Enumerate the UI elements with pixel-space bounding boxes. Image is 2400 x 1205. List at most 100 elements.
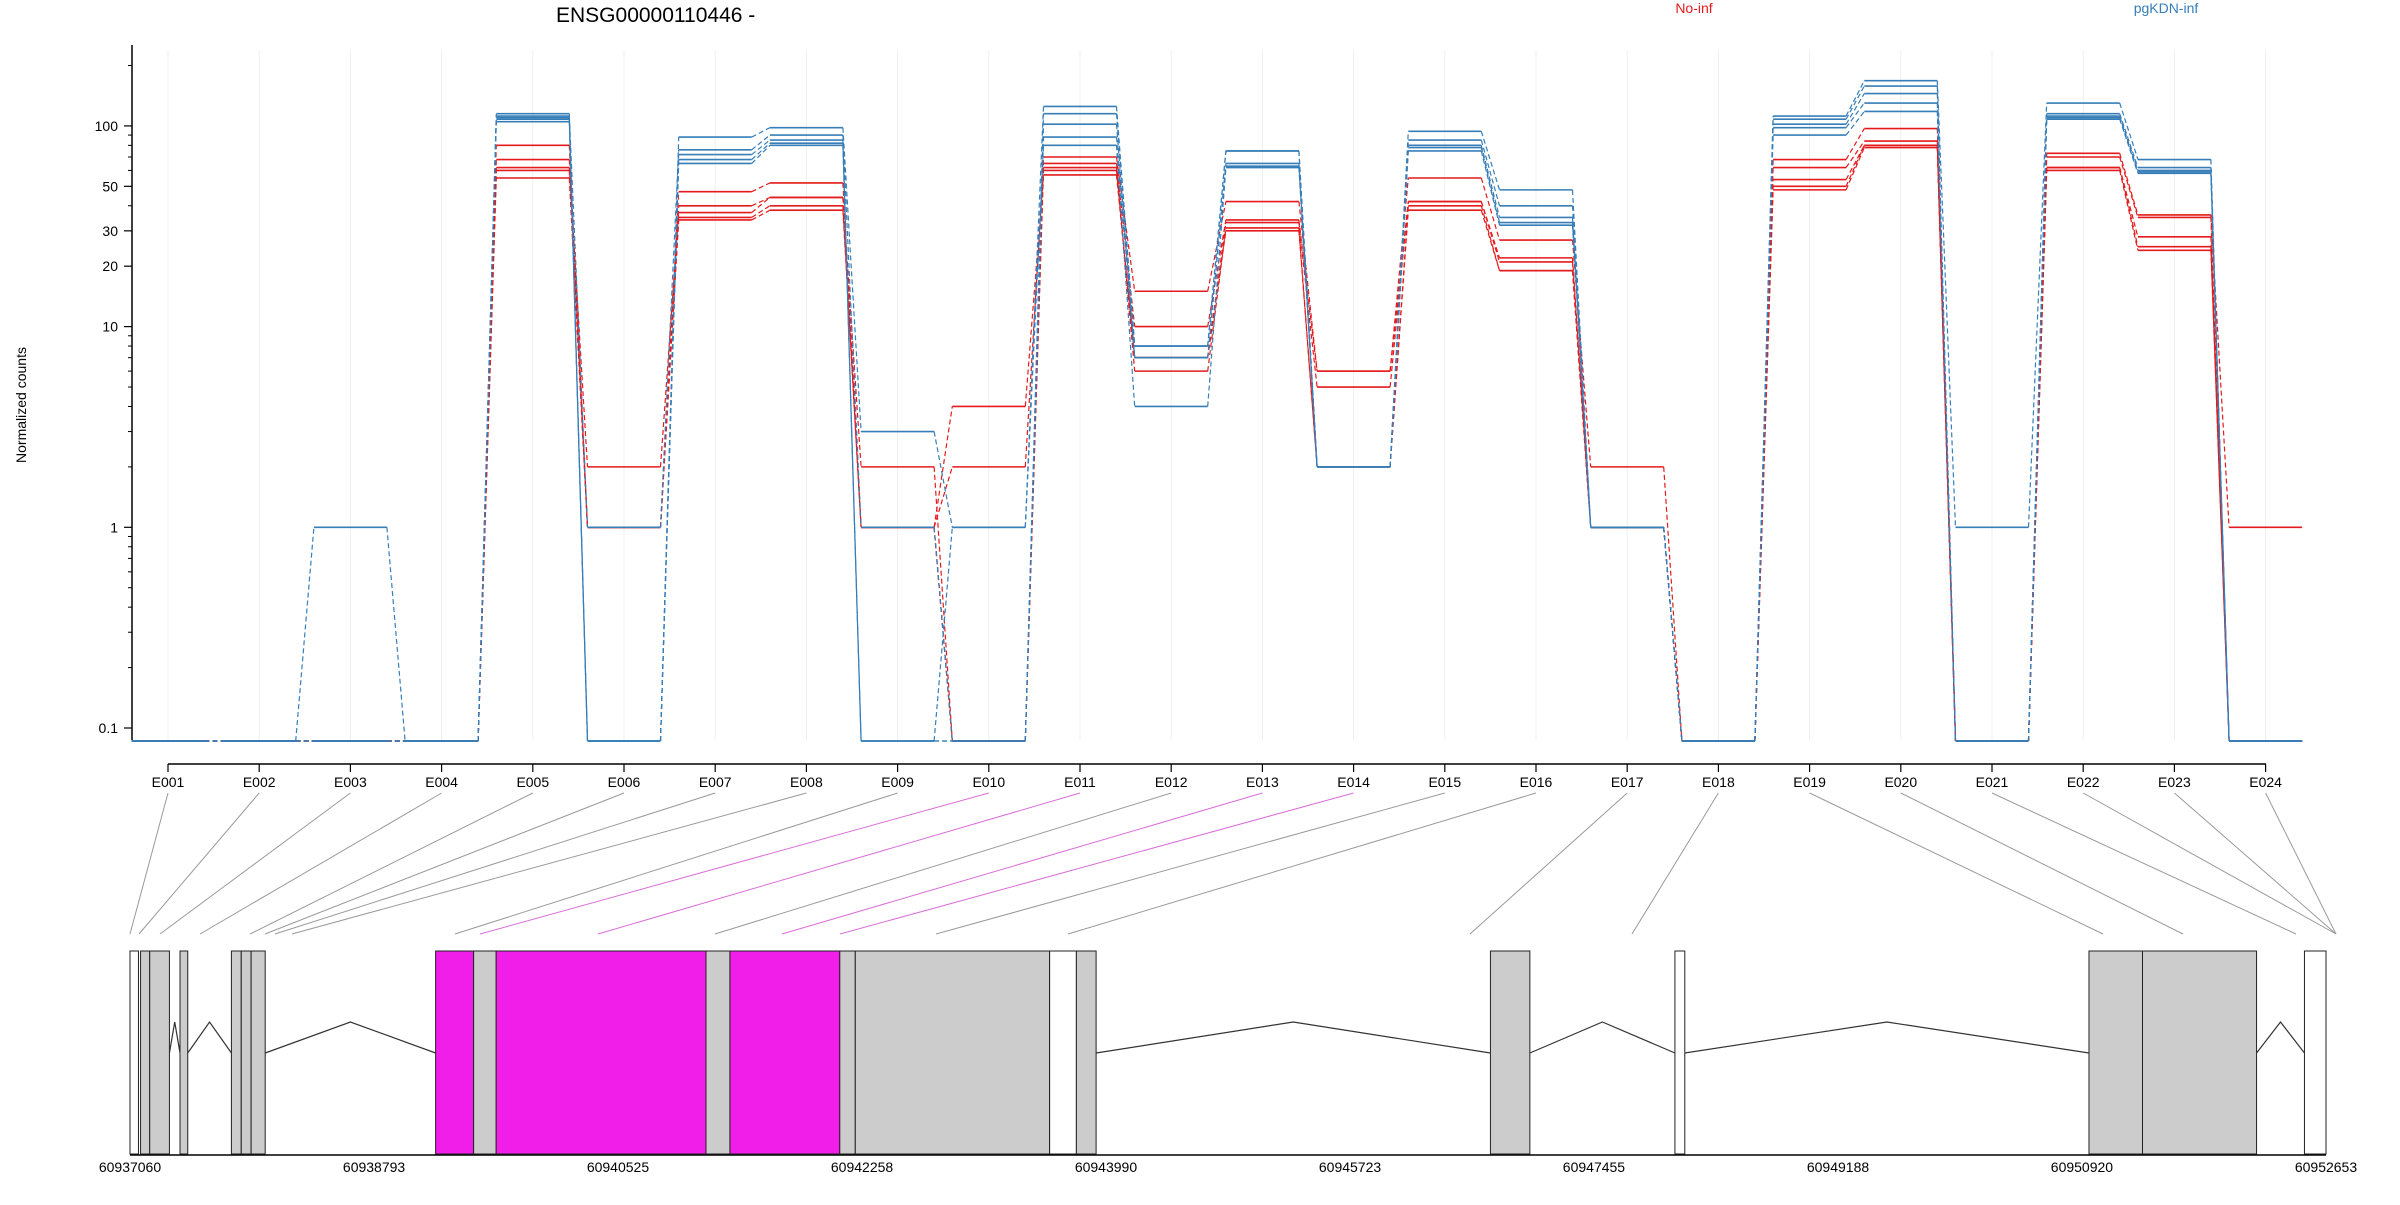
- series-connector: [1115, 156, 1136, 292]
- exon-connector: [1991, 792, 2297, 935]
- series-connector: [2119, 153, 2139, 216]
- exon-connector: [1067, 792, 1537, 935]
- exon-connector: [1469, 792, 1628, 935]
- coordinate-label: 60938793: [343, 1159, 406, 1175]
- series-connector: [1663, 466, 1683, 742]
- x-tick-label: E004: [425, 774, 458, 790]
- x-tick-label: E008: [790, 774, 823, 790]
- x-tick-label: E021: [1976, 774, 2009, 790]
- exon-box: [495, 950, 707, 1155]
- series-connector: [2119, 102, 2139, 160]
- series-connector: [1845, 128, 1865, 160]
- coordinate-label: 60942258: [831, 1159, 894, 1175]
- series-layer: [131, 79, 2303, 742]
- x-tick-label: E010: [972, 774, 1005, 790]
- series-connector: [1115, 136, 1136, 358]
- exon-box: [705, 950, 731, 1155]
- series-connector: [1480, 131, 1501, 191]
- exon-box: [140, 950, 151, 1155]
- series-connector: [842, 135, 862, 528]
- series-connector: [2119, 167, 2139, 247]
- series-connector: [1571, 270, 1592, 528]
- series-connector: [933, 431, 953, 528]
- exon-connector: [2265, 792, 2337, 935]
- series-connector: [2119, 156, 2139, 218]
- exon-connector: [479, 792, 989, 935]
- series-connector: [1389, 150, 1409, 467]
- series-connector: [933, 527, 953, 742]
- series-connector: [751, 144, 771, 164]
- y-tick-label: 0.1: [99, 720, 119, 736]
- series-connector: [751, 205, 771, 218]
- exon-box: [1049, 950, 1077, 1155]
- exon-connector: [714, 792, 1172, 935]
- legend-pgkdn-inf: pgKDN-inf: [2134, 0, 2199, 16]
- x-tick-label: E007: [699, 774, 732, 790]
- y-tick-label: 1: [110, 519, 118, 535]
- series-connector: [1389, 147, 1409, 467]
- series-connector: [1024, 106, 1045, 528]
- y-tick-label: 50: [102, 178, 118, 194]
- exon-connector: [129, 792, 169, 935]
- series-connector: [1845, 145, 1865, 180]
- legend-no-inf: No-inf: [1675, 0, 1712, 16]
- series-connector: [2210, 173, 2230, 742]
- series-connector: [1571, 225, 1592, 528]
- exon-connector: [597, 792, 1081, 935]
- exon-connector: [274, 792, 716, 935]
- series-connector: [2119, 113, 2139, 168]
- x-tick-label: E005: [516, 774, 549, 790]
- x-tick-label: E013: [1246, 774, 1279, 790]
- x-tick-label: E011: [1064, 774, 1096, 790]
- series-connector: [1115, 167, 1136, 372]
- y-tick-label: 30: [102, 223, 118, 239]
- series-connector: [1115, 124, 1136, 358]
- intron-line: [264, 1021, 436, 1054]
- series-connector: [1207, 166, 1227, 358]
- exon-connector: [138, 792, 260, 935]
- series-connector: [1480, 201, 1501, 263]
- intron-line: [168, 1021, 181, 1054]
- intron-line: [2256, 1021, 2305, 1054]
- series-connector: [1845, 102, 1865, 129]
- coordinate-label: 60950920: [2051, 1159, 2114, 1175]
- series-connector: [1298, 163, 1318, 467]
- intron-line: [1096, 1021, 1491, 1054]
- exon-box: [854, 950, 1051, 1155]
- exon-connector: [1900, 792, 2184, 935]
- connector-layer: [129, 792, 2337, 935]
- exon-box: [2141, 950, 2258, 1155]
- exon-connector: [291, 792, 807, 935]
- series-connector: [2027, 119, 2048, 742]
- series-connector: [568, 121, 589, 742]
- series-connector: [477, 170, 497, 742]
- series-connector: [933, 466, 953, 528]
- y-tick-label: 100: [95, 118, 119, 134]
- ticks-layer: E001 E002 E003 E004 E005 E006 E007 E008 E009 E010…: [95, 64, 2282, 790]
- coordinate-label: 60943990: [1075, 1159, 1138, 1175]
- series-connector: [659, 217, 680, 528]
- series-connector: [842, 127, 862, 432]
- series-connector: [842, 197, 862, 467]
- x-tick-label: E020: [1884, 774, 1917, 790]
- chart-title: ENSG00000110446 -: [556, 4, 755, 27]
- exon-connector: [1631, 792, 1719, 935]
- exon-box: [230, 950, 242, 1155]
- series-connector: [1207, 227, 1227, 372]
- series-connector: [842, 145, 862, 742]
- x-tick-label: E016: [1520, 774, 1553, 790]
- series-connector: [751, 142, 771, 160]
- exon-box: [2088, 950, 2143, 1155]
- x-tick-label: E003: [334, 774, 367, 790]
- series-connector: [1480, 205, 1501, 271]
- series-connector: [2027, 170, 2048, 742]
- grid-layer: [167, 50, 2267, 740]
- x-tick-label: E001: [152, 774, 185, 790]
- series-connector: [751, 134, 771, 151]
- exon-box: [1489, 950, 1531, 1155]
- series-connector: [933, 466, 953, 742]
- exon-connector: [935, 792, 1445, 935]
- intron-line: [1529, 1021, 1676, 1054]
- x-tick-label: E019: [1793, 774, 1826, 790]
- series-connector: [477, 121, 497, 742]
